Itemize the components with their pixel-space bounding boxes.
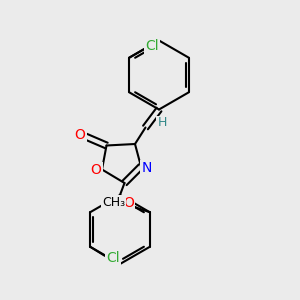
Text: O: O — [123, 196, 134, 210]
Text: N: N — [141, 161, 152, 175]
Text: O: O — [75, 128, 86, 142]
Text: Cl: Cl — [106, 251, 120, 265]
Text: CH₃: CH₃ — [102, 196, 125, 209]
Text: H: H — [157, 116, 167, 130]
Text: O: O — [91, 163, 101, 177]
Text: Cl: Cl — [145, 39, 159, 53]
